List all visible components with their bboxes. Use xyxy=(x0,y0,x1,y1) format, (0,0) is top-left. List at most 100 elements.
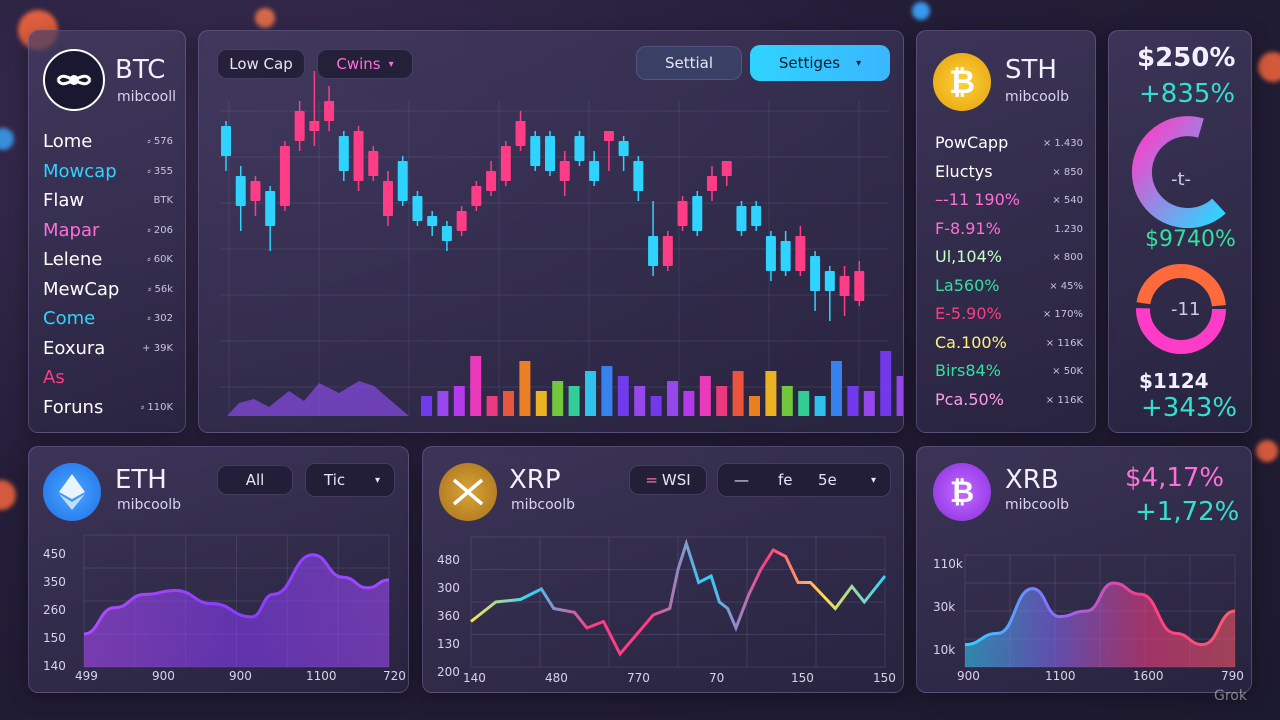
list-item-label[interactable]: Mowcap xyxy=(43,160,117,182)
x-tick-label: 1600 xyxy=(1133,669,1164,683)
segment-option[interactable]: fe xyxy=(778,471,793,489)
candle-body xyxy=(707,176,717,191)
list-item-label[interactable]: Come xyxy=(43,308,96,329)
list-item-label[interactable]: E-5.90% xyxy=(935,304,1002,323)
volume-bar xyxy=(831,361,842,416)
x-tick-label: 900 xyxy=(957,669,980,683)
candle-body xyxy=(574,136,585,161)
coin-name: ETH xyxy=(115,465,167,495)
segment-option[interactable]: 5e xyxy=(818,471,837,489)
settiges-dropdown[interactable]: Settiges ▾ xyxy=(750,45,890,81)
coin-name: XRP xyxy=(509,465,561,495)
x-tick-label: 790 xyxy=(1221,669,1244,683)
low-cap-filter[interactable]: Low Cap xyxy=(217,49,305,79)
list-item-value: ⸗ 206 xyxy=(147,224,173,236)
list-item-value: × 540 xyxy=(1052,195,1083,206)
volume-bar xyxy=(896,376,903,416)
list-item-value: 1.230 xyxy=(1054,223,1083,235)
candle-body xyxy=(486,171,497,191)
candle-body xyxy=(324,101,335,121)
volume-bar xyxy=(847,386,859,416)
list-item-label[interactable]: Mapar xyxy=(43,219,100,241)
list-item-label[interactable]: Ul,104% xyxy=(935,247,1002,266)
list-item-label[interactable]: Eluctys xyxy=(935,161,993,181)
list-item-label[interactable]: La560% xyxy=(935,275,1000,295)
coin-name: XRB xyxy=(1005,465,1059,495)
list-item-label[interactable]: Ca.100% xyxy=(935,332,1007,352)
volume-bar xyxy=(601,366,613,416)
y-tick-label: 260 xyxy=(43,603,66,617)
list-item-value: ⸗ 576 xyxy=(147,136,173,147)
coin-subtitle: mibcoolb xyxy=(511,497,576,513)
volume-bar xyxy=(716,386,728,416)
chevron-down-icon: ▾ xyxy=(870,474,876,486)
y-tick-label: 110k xyxy=(933,557,963,571)
list-item-value: ⸗ 302 xyxy=(147,313,173,324)
volume-bar xyxy=(814,396,826,416)
eth-area-chart xyxy=(83,534,390,668)
coins-dropdown[interactable]: Cwins ▾ xyxy=(317,49,413,79)
list-item-label[interactable]: As xyxy=(43,367,65,388)
list-item-label[interactable]: Lelene xyxy=(43,249,103,270)
xrp-panel: XRP mibcoolb = WSI — fe 5e ▾ 480 300 360 13… xyxy=(422,446,904,693)
x-tick-label: 480 xyxy=(545,671,568,685)
list-item-label[interactable]: PowCapp xyxy=(935,133,1009,152)
candle-body xyxy=(309,121,320,131)
volume-bar xyxy=(453,386,465,416)
coin-subtitle: mibcooll xyxy=(117,89,177,105)
y-tick-label: 140 xyxy=(43,659,66,673)
volume-bar xyxy=(535,391,547,416)
volume-bar xyxy=(863,391,875,416)
sth-panel: ₿ STH mibcoolb PowCapp × 1.430 Eluctys × 85… xyxy=(916,30,1096,433)
volume-area xyxy=(227,381,409,416)
segment-control[interactable]: — fe 5e ▾ xyxy=(717,463,891,497)
candle-body xyxy=(559,161,570,181)
list-item-label[interactable]: –-11 190% xyxy=(935,190,1020,209)
volume-bar xyxy=(617,376,629,416)
volume-bar xyxy=(634,386,646,416)
list-item-label[interactable]: Birs84% xyxy=(935,361,1001,380)
tic-dropdown[interactable]: Tic ▾ xyxy=(305,463,395,497)
volume-bar xyxy=(798,391,810,416)
wsi-label: WSI xyxy=(661,471,691,489)
candle-body xyxy=(545,136,555,171)
all-filter[interactable]: All xyxy=(217,465,293,495)
candle-body xyxy=(751,206,762,226)
xrb-change: +1,72% xyxy=(1135,497,1240,527)
list-item-value: + 39K xyxy=(142,342,173,354)
y-tick-label: 150 xyxy=(43,631,66,645)
bokeh-light xyxy=(0,480,16,510)
y-tick-label: 300 xyxy=(437,581,460,595)
y-tick-label: 360 xyxy=(437,609,460,623)
y-tick-label: 450 xyxy=(43,547,66,561)
list-item-value: BTK xyxy=(153,195,173,206)
settial-button[interactable]: Settial xyxy=(636,46,742,80)
candle-body xyxy=(383,181,393,216)
candle-body xyxy=(471,186,482,206)
candle-body xyxy=(677,201,688,226)
settiges-label: Settiges xyxy=(778,54,841,72)
list-item-label[interactable]: Eoxura xyxy=(43,337,106,359)
list-item-label[interactable]: F-8.91% xyxy=(935,218,1001,238)
list-item-value: × 1.430 xyxy=(1042,138,1083,149)
x-tick-label: 499 xyxy=(75,669,98,683)
list-item-label[interactable]: MewCap xyxy=(43,278,120,300)
wsi-filter[interactable]: = WSI xyxy=(629,465,707,495)
list-item-label[interactable]: Lome xyxy=(43,131,93,152)
candle-body xyxy=(854,271,865,301)
list-item-label[interactable]: Foruns xyxy=(43,396,104,418)
list-item-label[interactable]: Pca.50% xyxy=(935,389,1004,409)
dash-icon: = xyxy=(645,471,658,489)
segment-option[interactable]: — xyxy=(734,471,749,489)
candle-body xyxy=(441,226,452,241)
watermark: Grok xyxy=(1214,688,1247,704)
bottom-value: $1124 xyxy=(1139,369,1209,393)
volume-bar xyxy=(585,371,596,416)
x-tick-label: 150 xyxy=(873,671,896,685)
x-tick-label: 770 xyxy=(627,671,650,685)
volume-bar xyxy=(699,376,711,416)
volume-bar xyxy=(552,381,564,416)
mid-value: $9740% xyxy=(1145,227,1236,252)
list-item-label[interactable]: Flaw xyxy=(43,190,85,211)
candle-body xyxy=(221,126,231,156)
